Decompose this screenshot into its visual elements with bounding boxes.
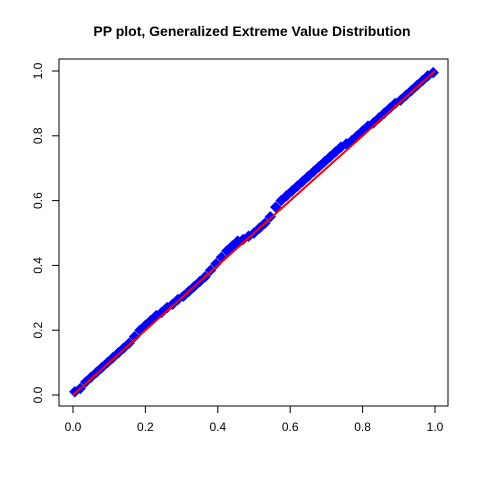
y-tick-label: 0.4 <box>31 257 45 274</box>
y-tick-label: 0.2 <box>31 322 45 339</box>
y-tick-label: 0.6 <box>31 192 45 209</box>
data-point <box>210 258 222 270</box>
x-tick-label: 0.2 <box>137 420 154 434</box>
y-axis: 0.0 0.2 0.4 0.6 0.8 1.0 <box>31 62 60 403</box>
y-tick-label: 0.8 <box>31 127 45 144</box>
x-tick-label: 0.8 <box>354 420 371 434</box>
y-tick-label: 0.0 <box>31 386 45 403</box>
y-tick-label: 1.0 <box>31 62 45 79</box>
data-point <box>270 201 282 213</box>
x-tick-label: 0.0 <box>65 420 82 434</box>
chart-title: PP plot, Generalized Extreme Value Distr… <box>93 23 410 39</box>
x-tick-label: 0.4 <box>209 420 226 434</box>
x-tick-label: 1.0 <box>427 420 444 434</box>
reference-line-layer <box>72 70 436 396</box>
x-axis: 0.0 0.2 0.4 0.6 0.8 1.0 <box>65 405 444 434</box>
data-point <box>128 330 141 343</box>
x-tick-label: 0.6 <box>282 420 299 434</box>
reference-line <box>72 70 436 396</box>
